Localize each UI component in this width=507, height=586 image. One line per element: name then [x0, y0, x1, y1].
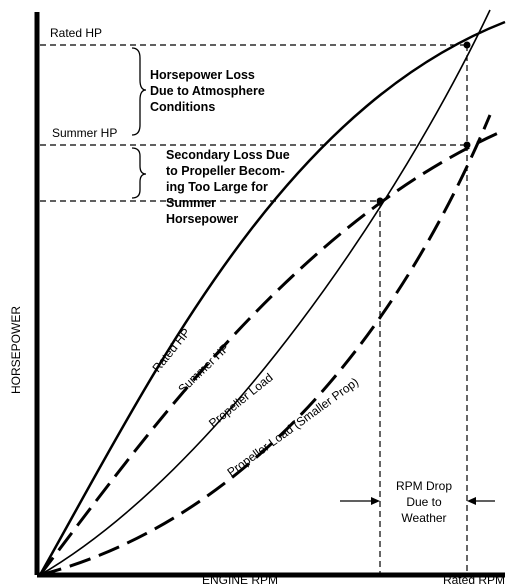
- y-axis-label: HORSEPOWER: [9, 306, 23, 394]
- propeller-load-curve: [39, 9, 491, 576]
- rated-hp-level-label: Rated HP: [50, 26, 102, 40]
- summer-hp-level-label: Summer HP: [52, 126, 117, 140]
- secondary-loss-line-2: to Propeller Becom-: [166, 164, 285, 178]
- rated-hp-curve: [38, 20, 506, 576]
- propeller-load-smaller-curve: [39, 114, 492, 577]
- summer-hp-curve-label: Summer HP: [175, 341, 232, 396]
- summer-rated-intersection-dot: [463, 141, 471, 149]
- hp-loss-brace: [131, 47, 147, 136]
- secondary-loss-line-1: Secondary Loss Due: [166, 148, 290, 162]
- rated-intersection-dot: [463, 41, 471, 49]
- propeller-load-curve-label: Propeller Load: [206, 370, 275, 430]
- summer-hp-curve: [38, 128, 506, 576]
- rpm-drop-right-arrowhead: [467, 497, 476, 505]
- hp-loss-line-3: Conditions: [150, 100, 215, 114]
- hp-loss-line-2: Due to Atmosphere: [150, 84, 265, 98]
- rpm-drop-line-3: Weather: [401, 511, 446, 525]
- x-axis-label: ENGINE RPM: [202, 573, 278, 586]
- secondary-loss-line-4: Summer: [166, 196, 216, 210]
- rpm-drop-line-1: RPM Drop: [396, 479, 452, 493]
- rated-hp-curve-label: Rated HP: [149, 326, 193, 375]
- x-axis-end-label: Rated RPM: [443, 573, 505, 586]
- secondary-loss-line-5: Horsepower: [166, 212, 238, 226]
- summer-prop-intersection-dot: [376, 197, 384, 205]
- hp-loss-line-1: Horsepower Loss: [150, 68, 255, 82]
- rpm-drop-left-arrowhead: [371, 497, 380, 505]
- secondary-loss-line-3: ing Too Large for: [166, 180, 268, 194]
- secondary-loss-brace: [131, 147, 147, 199]
- rpm-drop-line-2: Due to: [406, 495, 442, 509]
